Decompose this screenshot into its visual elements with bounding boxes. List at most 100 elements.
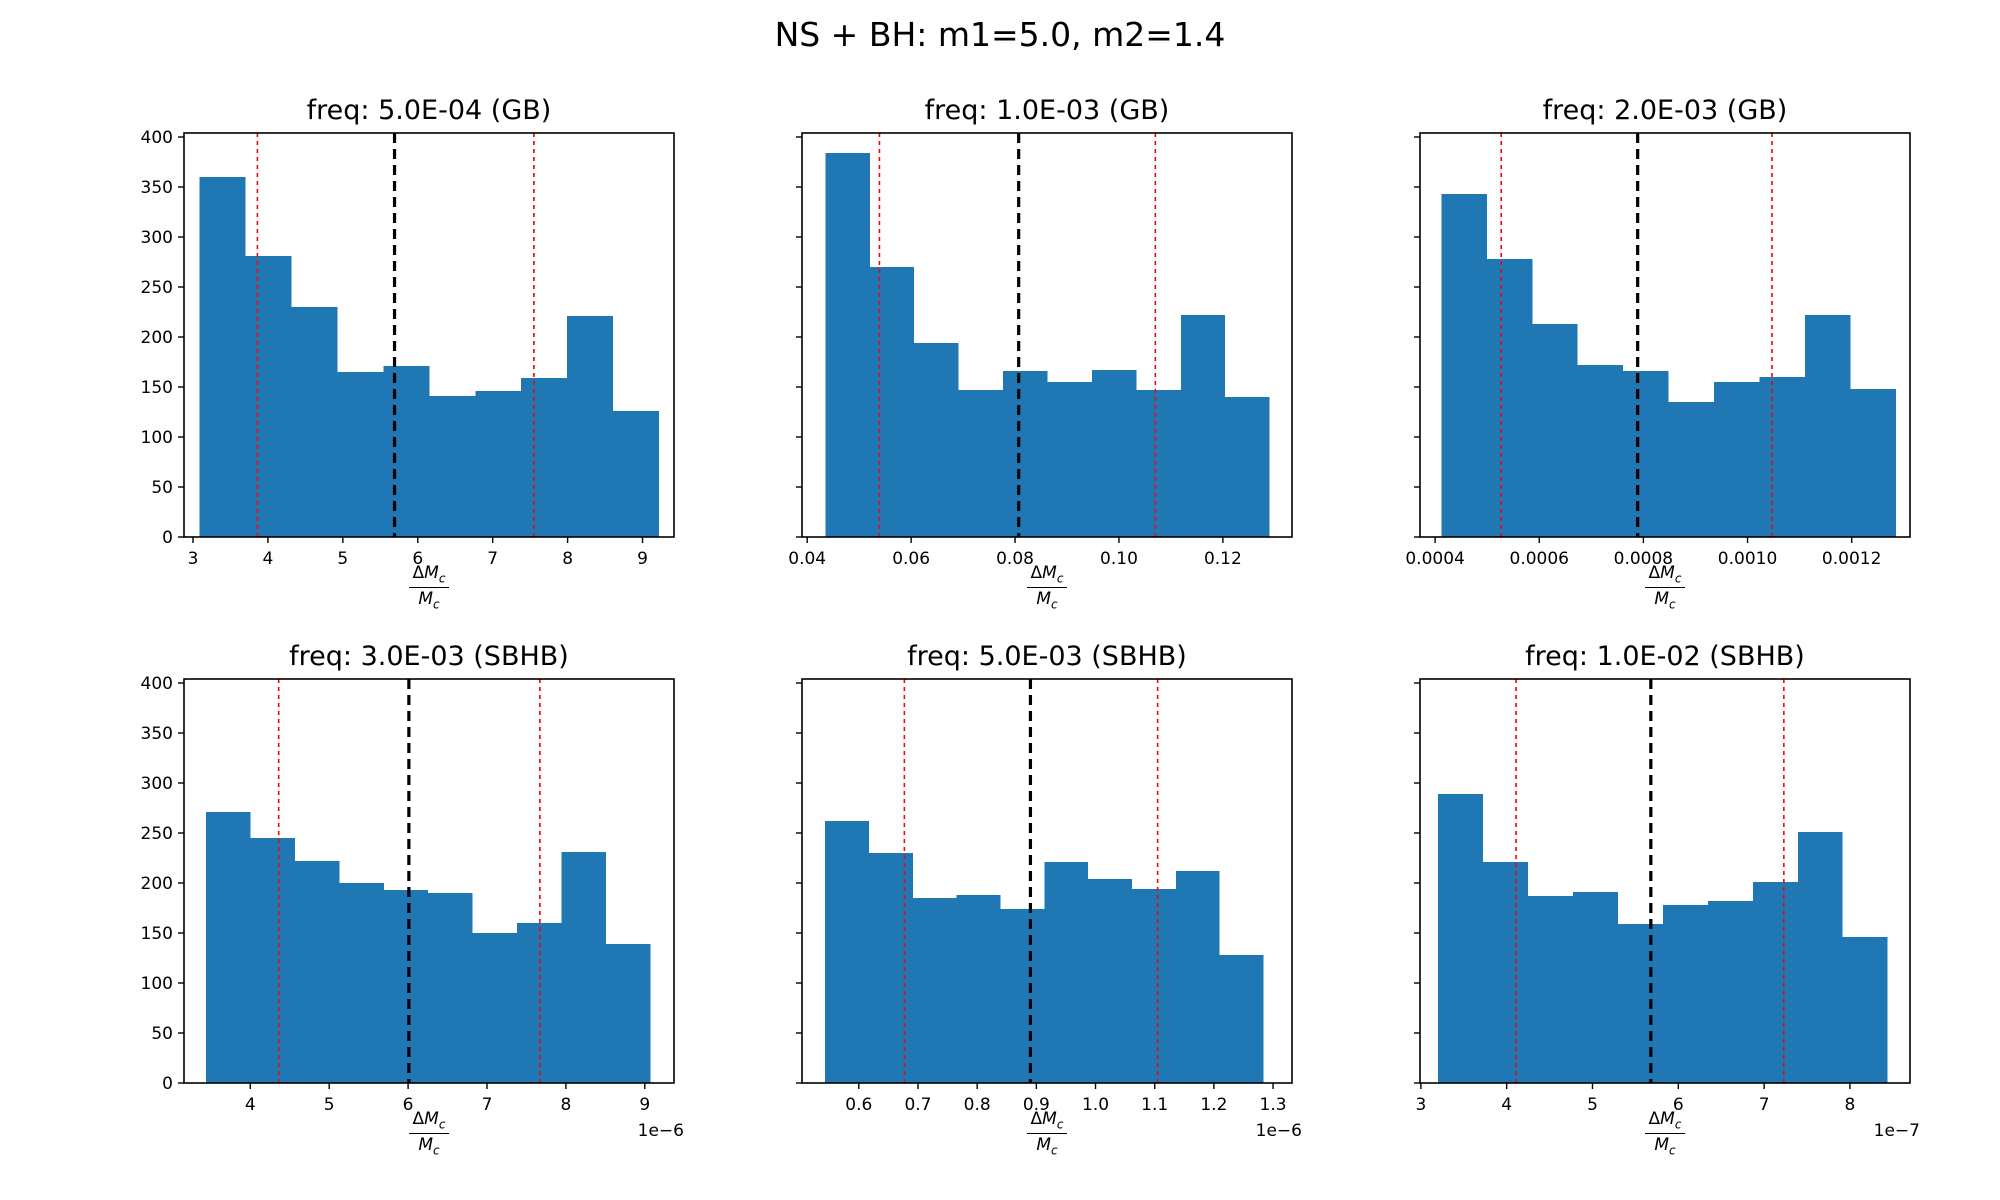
fraction-denominator: Mc (1654, 1135, 1676, 1158)
histogram-bar (1759, 377, 1806, 537)
y-tick-label: 50 (151, 478, 173, 498)
histogram-bar (1752, 882, 1798, 1083)
histogram-bar (1180, 315, 1226, 537)
x-tick-label: 6 (412, 549, 423, 569)
histogram-bar (429, 396, 476, 537)
axis-offset-label: 1e−6 (1255, 1121, 1302, 1141)
fraction-numerator: ΔMc (1644, 565, 1686, 589)
delta-mc-over-mc-fraction: ΔMc Mc (1644, 1111, 1686, 1158)
fraction-denominator: Mc (1036, 1135, 1058, 1158)
histogram-bar (1662, 905, 1708, 1083)
x-tick-label: 5 (324, 1095, 335, 1115)
subplot-title: freq: 3.0E-03 (SBHB) (289, 641, 569, 672)
x-tick-label: 7 (482, 1095, 493, 1115)
subplot-axes: 0.04 0.06 0.08 0.10 0.12 (788, 132, 1293, 569)
histogram-bar (1225, 397, 1270, 537)
subplot-title: freq: 1.0E-03 (GB) (924, 95, 1170, 126)
x-tick-label: 0.08 (996, 549, 1034, 569)
axis-offset-label: 1e−7 (1873, 1121, 1920, 1141)
histogram-bar (1850, 389, 1896, 537)
x-axis-label: ΔMc Mc (1420, 565, 1910, 611)
histogram-bar (1572, 892, 1618, 1083)
y-tick-label: 50 (151, 1024, 173, 1044)
histogram-bar (869, 267, 915, 537)
y-tick-label: 200 (141, 328, 173, 348)
x-tick-label: 0.06 (892, 549, 930, 569)
x-tick-label: 0.7 (904, 1095, 931, 1115)
fraction-numerator: ΔMc (1026, 565, 1068, 589)
histogram-bar (1047, 382, 1092, 537)
subplot-title: freq: 5.0E-04 (GB) (306, 95, 552, 126)
subplot-sbhb-3e-03: freq: 3.0E-03 (SBHB) 4 5 6 7 8 9 0 50 100 150 200 2… (141, 641, 684, 1157)
histogram-bar (868, 853, 913, 1083)
histogram-bar (1136, 390, 1181, 537)
histogram-bar (1482, 862, 1528, 1083)
subplot-axes: 0.0004 0.0006 0.0008 0.0010 0.0012 (1405, 132, 1911, 569)
delta-mc-over-mc-fraction: ΔMc Mc (1026, 565, 1068, 611)
x-tick-label: 7 (1759, 1095, 1770, 1115)
histogram-bar (1003, 371, 1048, 537)
subplot-sbhb-5e-03: freq: 5.0E-03 (SBHB) 0.6 0.7 0.8 0.9 1.0 1.1 1… (796, 641, 1302, 1157)
histogram-bar (250, 838, 295, 1083)
x-tick-label: 1.1 (1141, 1095, 1168, 1115)
x-tick-label: 7 (487, 549, 498, 569)
x-axis-label: ΔMc Mc (802, 565, 1292, 611)
histogram-bar (912, 898, 957, 1083)
histogram-bar (428, 893, 473, 1083)
delta-mc-over-mc-fraction: ΔMc Mc (408, 565, 450, 612)
histogram-bar (1000, 909, 1045, 1083)
histogram-bar (245, 256, 292, 537)
histogram-bar (958, 390, 1004, 537)
histogram-bar (825, 821, 869, 1083)
x-tick-label: 0.0004 (1405, 549, 1464, 569)
subplot-gb-5e-04: freq: 5.0E-04 (GB) 3 4 5 6 7 8 9 0 50 100 150 200 25… (141, 95, 675, 611)
x-tick-label: 0.0010 (1718, 549, 1777, 569)
histogram-bar (825, 153, 870, 537)
delta-mc-over-mc-fraction: ΔMc Mc (1644, 565, 1686, 611)
histogram-bar (1175, 871, 1220, 1083)
histogram-bar (1438, 794, 1483, 1083)
histogram-bar (1527, 896, 1573, 1083)
x-tick-label: 0.12 (1204, 549, 1242, 569)
histogram-bar (1577, 365, 1624, 537)
fraction-numerator: ΔMc (1026, 1111, 1068, 1135)
histogram-bar (1707, 901, 1753, 1083)
subplot-axes: 0.6 0.7 0.8 0.9 1.0 1.1 1.2 1.3 (796, 678, 1293, 1115)
x-tick-label: 4 (263, 549, 274, 569)
histogram-bar (605, 944, 651, 1083)
x-tick-label: 0.0008 (1614, 549, 1673, 569)
x-axis-label: ΔMc Mc (184, 1111, 674, 1157)
y-tick-label: 300 (141, 228, 173, 248)
x-tick-label: 5 (1587, 1095, 1598, 1115)
histogram-bar (1797, 832, 1843, 1083)
subplot-gb-2e-03: freq: 2.0E-03 (GB) 0.0004 0.0006 0.0008 0.0… (1405, 95, 1911, 611)
x-tick-label: 0.10 (1100, 549, 1138, 569)
fraction-denominator: Mc (418, 589, 440, 612)
y-tick-label: 250 (141, 278, 173, 298)
x-tick-label: 0.9 (1023, 1095, 1050, 1115)
subplot-title: freq: 2.0E-03 (GB) (1542, 95, 1788, 126)
histogram-bar (1091, 370, 1137, 537)
y-tick-label: 0 (162, 528, 173, 548)
histogram-bar (1842, 937, 1888, 1083)
fraction-numerator: ΔMc (1644, 1111, 1686, 1135)
subplot-axes: 3 4 5 6 7 8 (1414, 678, 1911, 1115)
histogram-bar (1088, 879, 1133, 1083)
histogram-bar (383, 366, 430, 537)
y-tick-label: 150 (141, 378, 173, 398)
y-tick-label: 300 (141, 774, 173, 794)
histogram-bar (567, 316, 614, 537)
x-tick-label: 1.3 (1260, 1095, 1287, 1115)
histogram-bar (1805, 315, 1851, 537)
fraction-denominator: Mc (418, 1135, 440, 1158)
histogram-bar (475, 391, 522, 537)
x-tick-label: 1.0 (1082, 1095, 1109, 1115)
histogram-bar (1623, 371, 1669, 537)
fraction-numerator: ΔMc (408, 565, 450, 589)
histogram-bar (1044, 862, 1089, 1083)
x-tick-label: 0.04 (788, 549, 826, 569)
histogram-bar (1714, 382, 1760, 537)
x-tick-label: 9 (637, 549, 648, 569)
histogram-bar (294, 861, 340, 1083)
